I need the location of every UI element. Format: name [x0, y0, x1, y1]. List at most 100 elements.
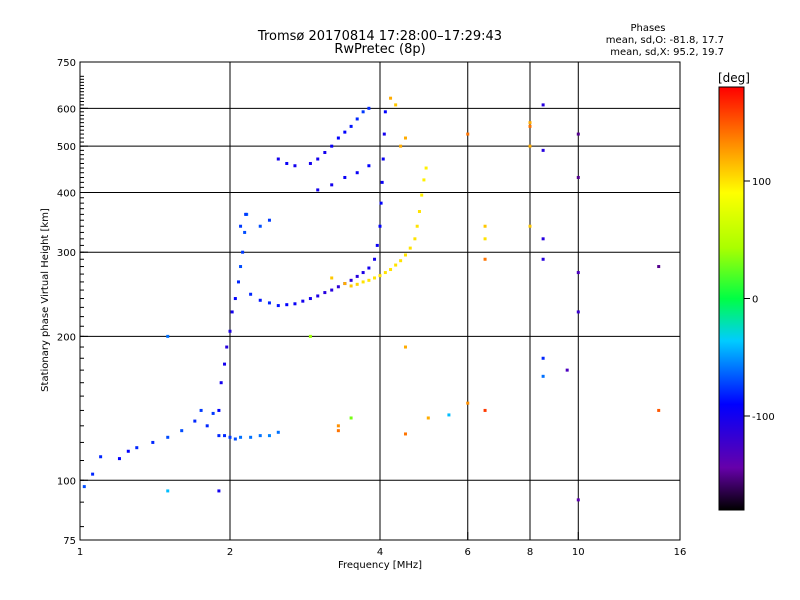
echo-point	[483, 224, 487, 228]
echo-point	[199, 408, 203, 412]
echo-point	[576, 175, 580, 179]
echo-point	[361, 110, 365, 114]
echo-point	[389, 268, 393, 272]
echo-point	[316, 294, 320, 298]
phase-statistics: Phases mean, sd,O: -81.8, 17.7 mean, sd,…	[606, 23, 724, 58]
echo-point	[267, 218, 271, 222]
echo-point	[565, 368, 569, 372]
echo-point	[217, 489, 221, 493]
echo-point	[367, 278, 371, 282]
echo-point	[217, 408, 221, 412]
echo-point	[355, 274, 359, 278]
echo-point	[403, 432, 407, 436]
echo-point	[276, 430, 280, 434]
echo-point	[528, 124, 532, 128]
y-tick-label: 200	[57, 332, 76, 343]
y-tick-label: 300	[57, 248, 76, 259]
echo-point	[382, 132, 386, 136]
echo-point	[375, 243, 379, 247]
echo-point	[378, 274, 382, 278]
echo-point	[211, 411, 215, 415]
echo-point	[267, 434, 271, 438]
echo-point	[422, 178, 426, 182]
echo-point	[293, 302, 297, 306]
echo-point	[239, 435, 243, 439]
colorbar-ticks: 100 0 -100	[744, 177, 775, 423]
stats-x-mode: mean, sd,X: 95.2, 19.7	[610, 47, 724, 58]
echo-point	[420, 193, 424, 197]
echo-point	[361, 271, 365, 275]
echo-point	[166, 435, 170, 439]
echo-point	[349, 284, 353, 288]
echo-point	[276, 157, 280, 161]
echo-point	[223, 362, 227, 366]
echo-point	[308, 334, 312, 338]
echo-point	[228, 329, 232, 333]
echo-point	[233, 437, 237, 441]
echo-point	[343, 130, 347, 134]
echo-point	[336, 285, 340, 289]
echo-point	[219, 381, 223, 385]
echo-point	[230, 310, 234, 314]
echo-point	[316, 188, 320, 192]
echo-point	[408, 246, 412, 250]
y-tick-label: 750	[57, 58, 76, 69]
echo-point	[657, 265, 661, 269]
echo-point	[316, 157, 320, 161]
echo-point	[389, 96, 393, 100]
x-axis-label: Frequency [MHz]	[338, 560, 422, 571]
echo-point	[380, 180, 384, 184]
echo-point	[330, 144, 334, 148]
echo-point	[323, 291, 327, 295]
echo-point	[381, 157, 385, 161]
echo-point	[336, 136, 340, 140]
echo-point	[541, 374, 545, 378]
echo-point	[483, 408, 487, 412]
echo-point	[403, 345, 407, 349]
echo-point	[244, 212, 248, 216]
y-tick-label: 100	[57, 476, 76, 487]
echo-point	[541, 237, 545, 241]
echo-point	[394, 263, 398, 267]
echo-point	[367, 164, 371, 168]
x-tick-label: 16	[674, 547, 687, 558]
echo-point	[576, 271, 580, 275]
echo-point	[417, 210, 421, 214]
echo-point	[126, 449, 130, 453]
echo-point	[349, 278, 353, 282]
y-tick-label: 400	[57, 188, 76, 199]
echo-point	[657, 408, 661, 412]
echo-point	[285, 303, 289, 307]
echo-point	[466, 132, 470, 136]
echo-point	[223, 434, 227, 438]
echo-point	[349, 416, 353, 420]
echo-point	[258, 224, 262, 228]
echo-point	[336, 424, 340, 428]
echo-point	[323, 150, 327, 154]
echo-point	[276, 304, 280, 308]
echo-point	[373, 257, 377, 261]
echo-point	[258, 434, 262, 438]
echo-point	[355, 282, 359, 286]
grid-lines	[80, 62, 680, 540]
y-axis-label: Stationary phase Virtual Height [km]	[40, 208, 51, 392]
echo-point	[293, 164, 297, 168]
echo-point	[483, 237, 487, 241]
x-tick-label: 2	[227, 547, 233, 558]
echo-point	[228, 435, 232, 439]
echo-point	[343, 282, 347, 286]
echo-point	[403, 136, 407, 140]
x-tick-label: 6	[465, 547, 471, 558]
echo-point	[576, 132, 580, 136]
echo-point	[541, 148, 545, 152]
echo-point	[236, 280, 240, 284]
echo-point	[82, 485, 86, 489]
echo-point	[225, 345, 229, 349]
echo-point	[166, 489, 170, 493]
echo-point	[399, 144, 403, 148]
colorbar-tick-label: 0	[752, 295, 758, 306]
echo-point	[576, 310, 580, 314]
echo-point	[367, 266, 371, 270]
echo-point	[117, 457, 121, 461]
